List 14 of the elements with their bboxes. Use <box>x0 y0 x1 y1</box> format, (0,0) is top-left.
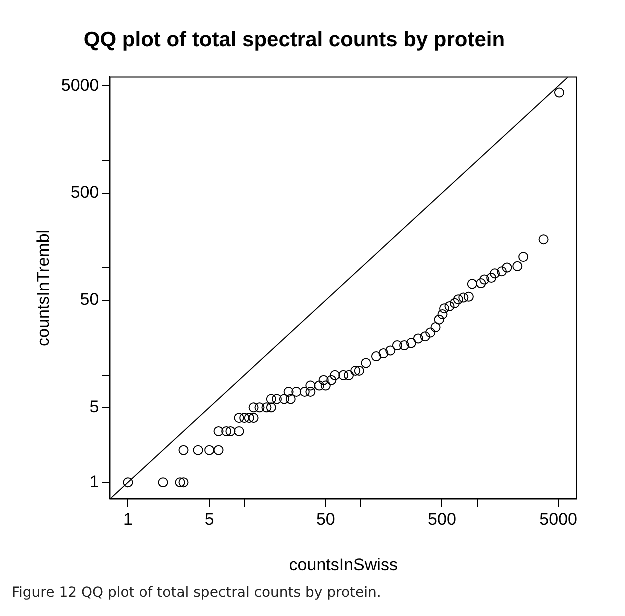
y-tick-label: 5000 <box>61 76 100 95</box>
y-tick-label: 500 <box>70 183 100 202</box>
x-tick-label: 5 <box>204 510 214 530</box>
x-tick-label: 50 <box>316 510 336 530</box>
caption: Figure 12 QQ plot of total spectral counts by protein. <box>12 585 382 601</box>
x-axis-title: countsInSwiss <box>289 555 398 574</box>
y-tick-label: 50 <box>80 290 100 310</box>
x-tick-label: 1 <box>124 510 133 530</box>
y-axis-title: countsInTrembl <box>34 230 53 346</box>
x-tick-label: 5000 <box>540 510 578 530</box>
y-tick-label: 5 <box>90 397 100 416</box>
chart-title: QQ plot of total spectral counts by protein <box>84 28 506 52</box>
y-tick-label: 1 <box>90 472 100 492</box>
x-tick-label: 500 <box>428 510 456 530</box>
